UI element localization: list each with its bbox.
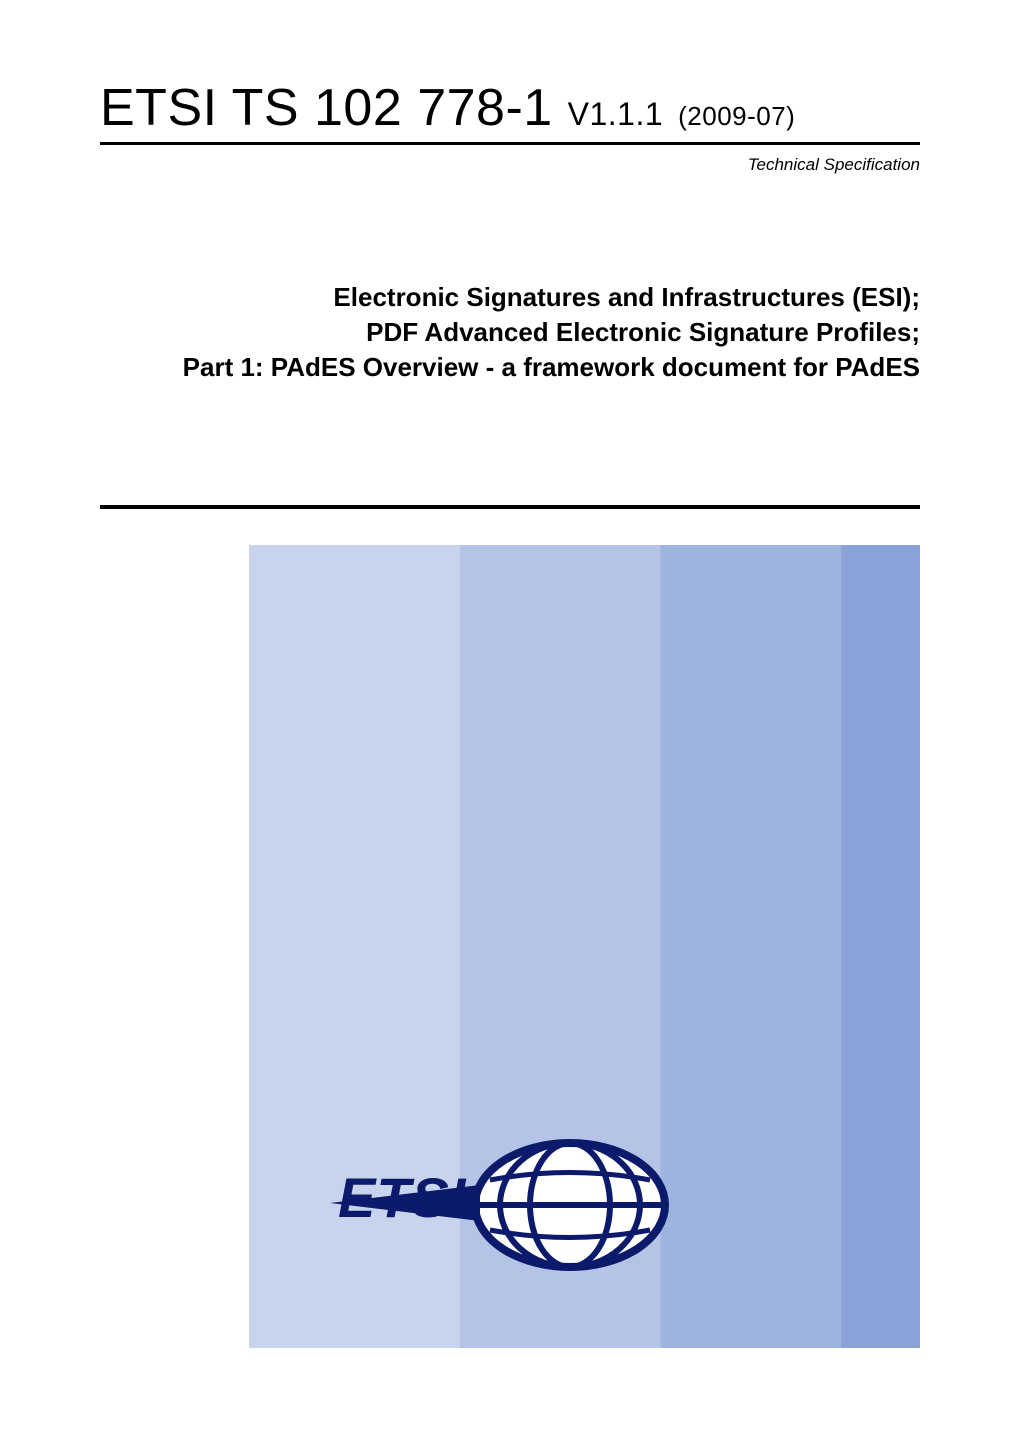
section-divider: [100, 505, 920, 509]
logo-wrap: ETSI: [0, 1125, 1020, 1285]
document-type: Technical Specification: [100, 155, 920, 175]
subtitle-line-3: Part 1: PAdES Overview - a framework doc…: [100, 350, 920, 385]
document-id: ETSI TS 102 778-1 V1.1.1 (2009-07): [100, 79, 795, 137]
page: ETSI TS 102 778-1 V1.1.1 (2009-07) Techn…: [0, 0, 1020, 1443]
etsi-logo: ETSI: [330, 1125, 690, 1285]
title-line: ETSI TS 102 778-1 V1.1.1 (2009-07): [100, 78, 920, 145]
document-date: (2009-07): [678, 101, 795, 131]
document-id-text: ETSI TS 102 778-1: [100, 79, 553, 137]
etsi-logo-text: ETSI: [338, 1165, 466, 1230]
title-block: ETSI TS 102 778-1 V1.1.1 (2009-07) Techn…: [100, 78, 920, 175]
subtitle-line-1: Electronic Signatures and Infrastructure…: [100, 280, 920, 315]
subtitle-block: Electronic Signatures and Infrastructure…: [100, 280, 920, 385]
document-version: V1.1.1: [568, 96, 664, 132]
subtitle-line-2: PDF Advanced Electronic Signature Profil…: [100, 315, 920, 350]
